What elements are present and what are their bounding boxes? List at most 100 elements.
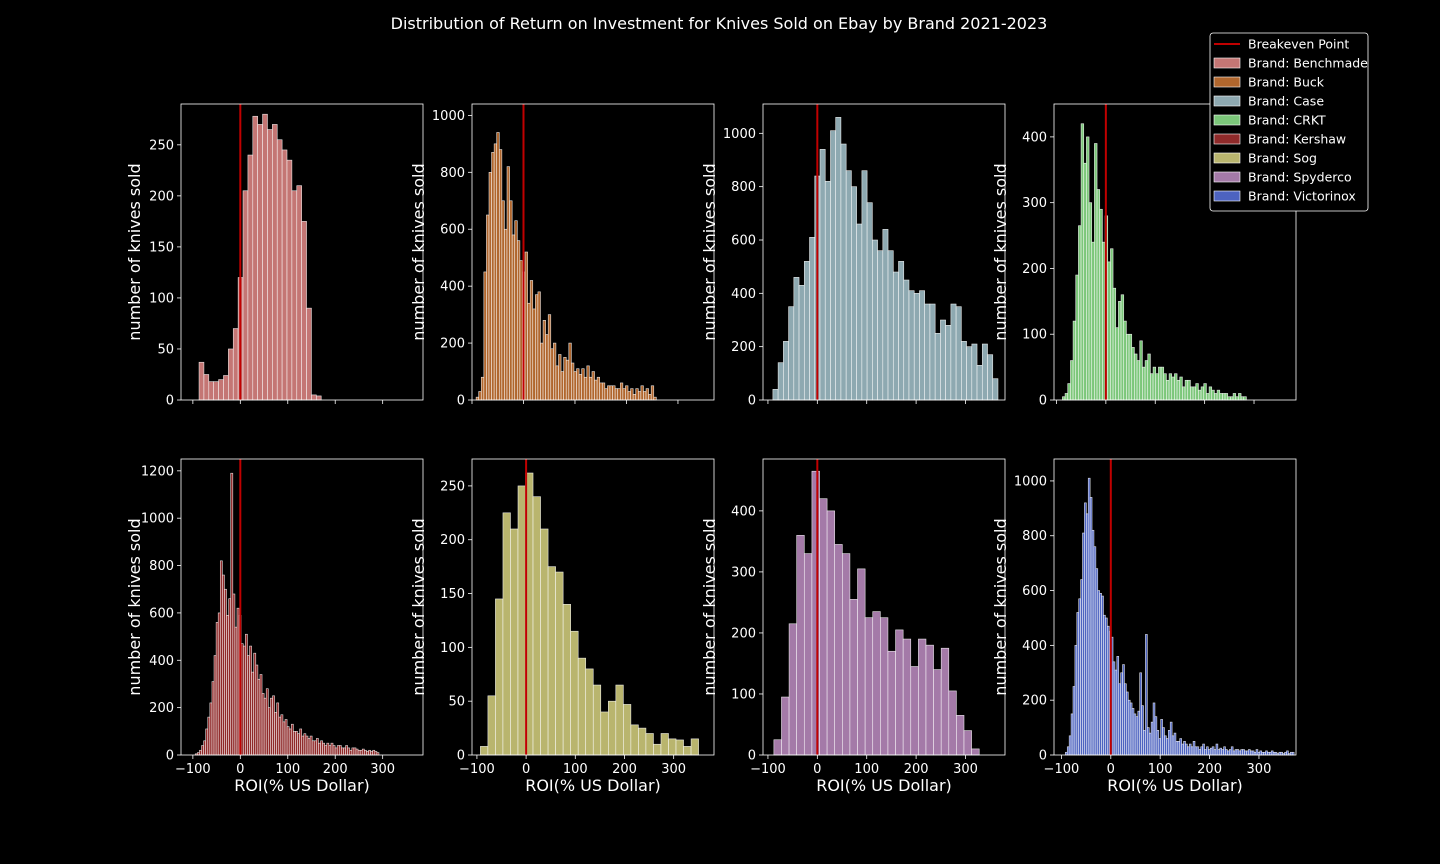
histogram-bar — [328, 745, 332, 756]
histogram-bar — [563, 357, 567, 401]
histogram-bar — [638, 727, 647, 756]
y-tick-label: 1000 — [432, 109, 465, 124]
histogram-bar — [247, 655, 250, 756]
x-axis-label: ROI(% US Dollar) — [816, 776, 952, 795]
histogram-bar — [532, 308, 536, 401]
histogram-bar — [355, 748, 359, 756]
histogram-bar — [1115, 327, 1119, 401]
histogram-bar — [589, 376, 593, 401]
histogram-bar — [1062, 396, 1066, 401]
y-tick-label: 150 — [149, 240, 174, 255]
y-tick-label: 150 — [440, 587, 465, 602]
legend-label: Brand: Sog — [1248, 151, 1317, 166]
legend: Breakeven Point Brand: Benchmade Brand: Bu… — [1209, 32, 1369, 212]
histogram-bar — [1123, 320, 1127, 401]
y-tick-label: 50 — [448, 695, 465, 710]
histogram-bar — [357, 749, 361, 756]
histogram-bar — [861, 170, 868, 401]
histogram-bar — [276, 139, 283, 401]
histogram-bar — [326, 742, 330, 756]
histogram-bar — [576, 368, 580, 401]
y-tick-label: 200 — [731, 340, 756, 355]
histogram-bars — [194, 472, 380, 756]
histogram-bar — [976, 365, 983, 401]
histogram-bar — [1187, 379, 1191, 401]
histogram-bar — [632, 394, 637, 401]
y-axis-label: number of knives sold — [991, 518, 1010, 695]
histogram-bar — [280, 714, 284, 756]
histogram-bar — [223, 375, 229, 401]
histogram-bar — [1291, 751, 1295, 756]
histogram-bar — [623, 704, 632, 756]
histogram-bar — [261, 693, 265, 756]
histogram-bar — [877, 250, 884, 401]
histogram-bar — [207, 716, 211, 756]
histogram-bar — [573, 371, 577, 401]
histogram-bar — [249, 645, 252, 756]
histogram-bar — [480, 376, 485, 401]
x-tick-label: 300 — [1247, 762, 1272, 777]
histogram-bar — [540, 528, 549, 756]
histogram-bar — [1150, 373, 1154, 401]
histogram-bar — [496, 132, 500, 401]
histogram-bar — [1174, 373, 1178, 401]
histogram-bar — [1240, 396, 1245, 401]
histogram-bar — [345, 745, 348, 756]
histogram-bar — [594, 379, 598, 401]
y-tick-label: 1000 — [723, 127, 756, 142]
x-tick-label: 300 — [370, 762, 395, 777]
figure-title: Distribution of Return on Investment for… — [391, 14, 1048, 33]
histogram-bar — [690, 738, 699, 756]
legend-swatch — [1213, 95, 1241, 107]
histogram-bar — [232, 593, 236, 756]
y-tick-label: 200 — [440, 337, 465, 352]
histogram-bar — [550, 348, 554, 401]
histogram-bar — [211, 681, 215, 756]
histogram-bar — [834, 544, 843, 756]
histogram-bar — [475, 396, 479, 401]
histogram-bar — [510, 528, 519, 756]
histogram-bar — [217, 612, 221, 756]
y-axis-label: number of knives sold — [991, 163, 1010, 340]
histogram-bar — [635, 388, 639, 401]
histogram-bar — [864, 617, 874, 756]
y-tick-label: 0 — [1039, 394, 1047, 409]
plot-frame — [1053, 103, 1297, 401]
histogram-bar — [478, 391, 482, 401]
histogram-bar — [198, 361, 205, 401]
histogram-bar — [305, 735, 309, 756]
histogram-bar — [1144, 360, 1149, 401]
legend-swatch — [1213, 171, 1241, 183]
histogram-bars — [773, 470, 980, 756]
histogram-bar — [648, 394, 652, 401]
histogram-bar — [1168, 373, 1173, 401]
histogram-bar — [336, 745, 340, 756]
x-axis-label: ROI(% US Dollar) — [1107, 776, 1243, 795]
histogram-bar — [1222, 393, 1226, 401]
x-tick-label: 300 — [661, 762, 686, 777]
histogram-bar — [268, 707, 271, 756]
histogram-bar — [1086, 136, 1090, 401]
histogram-bar — [324, 745, 328, 756]
histogram-bar — [232, 328, 239, 401]
histogram-bar — [1094, 143, 1098, 401]
histogram-bar — [537, 291, 541, 401]
histogram-bar — [971, 343, 978, 401]
histogram-bar — [903, 279, 910, 401]
histogram-bar — [591, 371, 595, 401]
histogram-bar — [811, 470, 820, 756]
histogram-bar — [338, 745, 342, 756]
histogram-bar — [226, 614, 229, 756]
y-tick-label: 0 — [457, 749, 465, 764]
histogram-bar — [609, 385, 613, 401]
y-tick-label: 250 — [149, 138, 174, 153]
x-tick-label: 200 — [612, 762, 637, 777]
histogram-bar — [1214, 393, 1218, 401]
histogram-bar — [1232, 393, 1237, 401]
histogram-bar — [349, 749, 353, 756]
y-tick-label: 300 — [1022, 196, 1047, 211]
histogram-bar — [929, 303, 936, 401]
histogram-bar — [1136, 360, 1141, 401]
